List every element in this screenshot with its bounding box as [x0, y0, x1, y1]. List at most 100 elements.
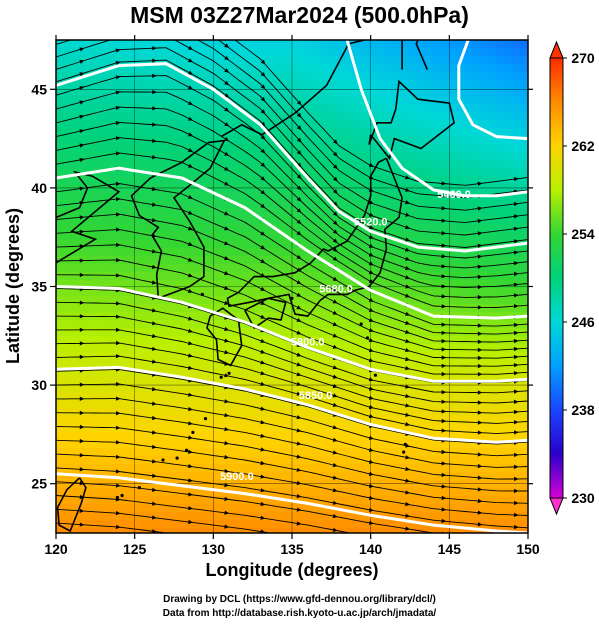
streamline-arrow	[260, 72, 266, 77]
field-cell	[472, 392, 481, 401]
field-cell	[352, 368, 361, 377]
field-cell	[416, 256, 425, 265]
field-cell	[128, 376, 137, 385]
streamline-arrow	[441, 495, 447, 501]
field-cell	[480, 296, 489, 305]
field-cell	[248, 424, 257, 433]
field-cell	[512, 456, 521, 465]
field-cell	[256, 440, 265, 449]
field-cell	[192, 104, 201, 113]
field-cell	[112, 296, 121, 305]
field-cell	[136, 256, 145, 265]
field-cell	[480, 512, 489, 521]
field-cell	[280, 104, 289, 113]
field-cell	[136, 208, 145, 217]
field-cell	[184, 496, 193, 505]
field-cell	[160, 328, 169, 337]
field-cell	[376, 416, 385, 425]
field-cell	[208, 144, 217, 153]
field-cell	[104, 128, 113, 137]
streamline-arrow	[79, 72, 85, 77]
streamline-arrow	[296, 494, 302, 499]
field-cell	[488, 344, 497, 353]
field-cell	[440, 160, 449, 169]
field-cell	[232, 408, 241, 417]
field-cell	[512, 440, 521, 449]
field-cell	[80, 464, 89, 473]
field-cell	[424, 56, 433, 65]
field-cell	[232, 456, 241, 465]
field-cell	[344, 168, 353, 177]
field-cell	[104, 504, 113, 513]
field-cell	[424, 480, 433, 489]
field-cell	[520, 384, 528, 393]
streamline-arrow	[79, 129, 85, 134]
field-cell	[448, 360, 457, 369]
field-cell	[128, 136, 137, 145]
field-cell	[248, 64, 257, 73]
field-cell	[168, 216, 177, 225]
field-cell	[216, 488, 225, 497]
field-cell	[280, 320, 289, 329]
field-cell	[112, 64, 121, 73]
field-cell	[168, 48, 177, 57]
x-tick-label: 120	[44, 541, 68, 557]
field-cell	[64, 456, 73, 465]
field-cell	[256, 64, 265, 73]
field-cell	[72, 336, 81, 345]
field-cell	[240, 304, 249, 313]
field-cell	[128, 160, 137, 169]
streamline-arrow	[115, 120, 121, 126]
field-cell	[216, 512, 225, 521]
field-cell	[136, 64, 145, 73]
field-cell	[352, 136, 361, 145]
field-cell	[408, 56, 417, 65]
field-cell	[424, 400, 433, 409]
field-cell	[152, 64, 161, 73]
field-cell	[392, 128, 401, 137]
field-cell	[56, 392, 65, 401]
field-cell	[160, 40, 169, 49]
field-cell	[176, 88, 185, 97]
field-cell	[472, 56, 481, 65]
field-cell	[200, 288, 209, 297]
field-cell	[424, 192, 433, 201]
field-cell	[448, 496, 457, 505]
field-cell	[352, 320, 361, 329]
field-cell	[208, 208, 217, 217]
field-cell	[176, 360, 185, 369]
field-cell	[280, 184, 289, 193]
streamline-arrow	[260, 529, 266, 533]
field-cell	[520, 288, 528, 297]
field-cell	[384, 216, 393, 225]
streamline-arrow	[79, 157, 85, 163]
streamline-arrow	[332, 229, 338, 235]
field-cell	[112, 184, 121, 193]
field-cell	[376, 192, 385, 201]
field-cell	[64, 448, 73, 457]
field-cell	[280, 48, 289, 57]
field-cell	[232, 120, 241, 129]
field-cell	[480, 104, 489, 113]
field-cell	[512, 296, 521, 305]
field-cell	[168, 528, 177, 533]
field-cell	[352, 176, 361, 185]
field-cell	[200, 480, 209, 489]
field-cell	[120, 312, 129, 321]
field-cell	[320, 288, 329, 297]
field-cell	[88, 320, 97, 329]
field-cell	[496, 184, 505, 193]
field-cell	[264, 48, 273, 57]
field-cell	[168, 448, 177, 457]
streamline-arrow	[260, 420, 266, 425]
field-cell	[176, 320, 185, 329]
field-cell	[272, 120, 281, 129]
field-cell	[104, 448, 113, 457]
field-cell	[472, 64, 481, 73]
field-cell	[256, 408, 265, 417]
field-cell	[408, 520, 417, 529]
field-cell	[432, 280, 441, 289]
field-cell	[360, 160, 369, 169]
field-cell	[360, 112, 369, 121]
field-cell	[128, 56, 137, 65]
